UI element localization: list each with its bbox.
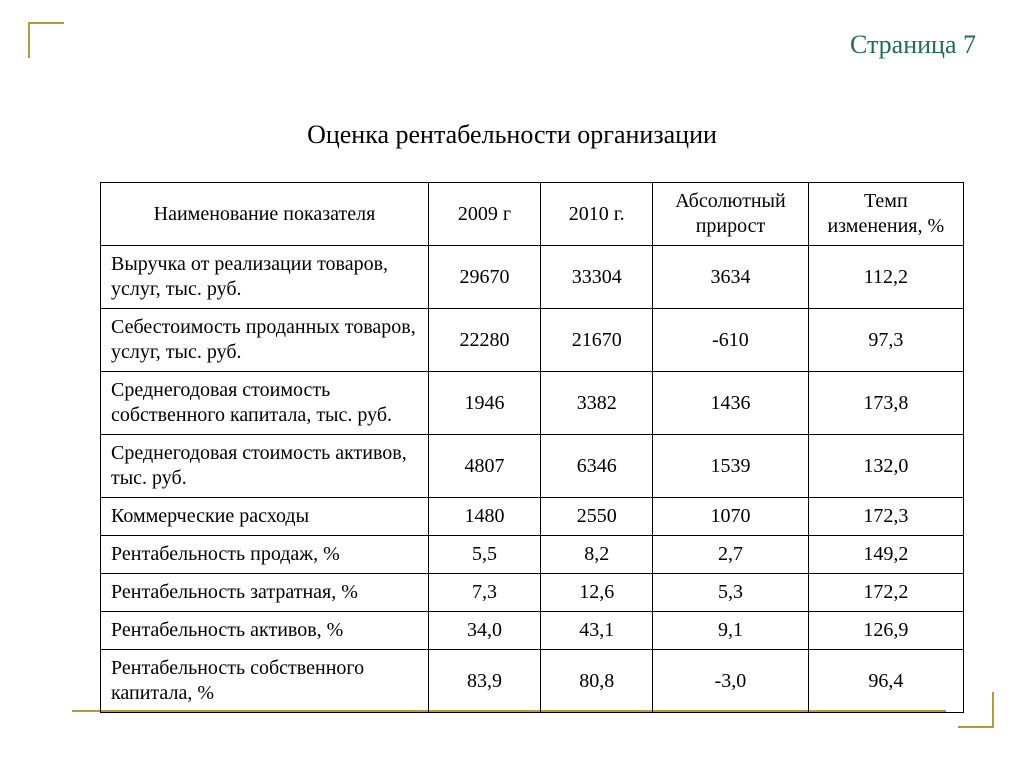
- cell-name: Рентабельность продаж, %: [101, 536, 429, 574]
- cell-rate: 97,3: [808, 309, 963, 372]
- cell-rate: 96,4: [808, 650, 963, 713]
- cell-2009: 83,9: [428, 650, 540, 713]
- table-row: Себестоимость проданных товаров, услуг, …: [101, 309, 964, 372]
- table-row: Рентабельность собственного капитала, % …: [101, 650, 964, 713]
- col-header-2009: 2009 г: [428, 183, 540, 246]
- cell-name: Среднегодовая стоимость активов, тыс. ру…: [101, 435, 429, 498]
- table-row: Коммерческие расходы 1480 2550 1070 172,…: [101, 498, 964, 536]
- col-header-2010: 2010 г.: [541, 183, 653, 246]
- cell-2010: 6346: [541, 435, 653, 498]
- page-number: Страница 7: [850, 30, 976, 60]
- cell-2009: 4807: [428, 435, 540, 498]
- cell-name: Себестоимость проданных товаров, услуг, …: [101, 309, 429, 372]
- cell-name: Коммерческие расходы: [101, 498, 429, 536]
- cell-2009: 22280: [428, 309, 540, 372]
- slide-title: Оценка рентабельности организации: [0, 120, 1024, 150]
- cell-abs: 1539: [653, 435, 808, 498]
- cell-name: Среднегодовая стоимость собственного кап…: [101, 372, 429, 435]
- cell-2009: 7,3: [428, 574, 540, 612]
- cell-2010: 8,2: [541, 536, 653, 574]
- cell-name: Рентабельность затратная, %: [101, 574, 429, 612]
- cell-rate: 172,2: [808, 574, 963, 612]
- table-row: Выручка от реализации товаров, услуг, ты…: [101, 246, 964, 309]
- cell-2009: 34,0: [428, 612, 540, 650]
- col-header-abs: Абсолютный прирост: [653, 183, 808, 246]
- table-row: Рентабельность продаж, % 5,5 8,2 2,7 149…: [101, 536, 964, 574]
- cell-2009: 1946: [428, 372, 540, 435]
- cell-2010: 33304: [541, 246, 653, 309]
- cell-2010: 21670: [541, 309, 653, 372]
- cell-abs: 5,3: [653, 574, 808, 612]
- table-row: Рентабельность активов, % 34,0 43,1 9,1 …: [101, 612, 964, 650]
- cell-rate: 126,9: [808, 612, 963, 650]
- profitability-table-container: Наименование показателя 2009 г 2010 г. А…: [100, 182, 964, 713]
- cell-abs: -610: [653, 309, 808, 372]
- cell-2009: 29670: [428, 246, 540, 309]
- cell-name: Рентабельность собственного капитала, %: [101, 650, 429, 713]
- table-row: Среднегодовая стоимость активов, тыс. ру…: [101, 435, 964, 498]
- cell-abs: 2,7: [653, 536, 808, 574]
- cell-abs: 3634: [653, 246, 808, 309]
- decorative-corner-top-left: [28, 22, 64, 58]
- cell-rate: 132,0: [808, 435, 963, 498]
- cell-abs: 9,1: [653, 612, 808, 650]
- cell-rate: 173,8: [808, 372, 963, 435]
- cell-abs: 1436: [653, 372, 808, 435]
- cell-abs: 1070: [653, 498, 808, 536]
- cell-name: Рентабельность активов, %: [101, 612, 429, 650]
- cell-2010: 2550: [541, 498, 653, 536]
- cell-2010: 80,8: [541, 650, 653, 713]
- slide: Страница 7 Оценка рентабельности организ…: [0, 0, 1024, 768]
- cell-rate: 149,2: [808, 536, 963, 574]
- cell-2009: 5,5: [428, 536, 540, 574]
- col-header-rate: Темп изменения, %: [808, 183, 963, 246]
- cell-2010: 43,1: [541, 612, 653, 650]
- table-header-row: Наименование показателя 2009 г 2010 г. А…: [101, 183, 964, 246]
- cell-name: Выручка от реализации товаров, услуг, ты…: [101, 246, 429, 309]
- cell-2010: 12,6: [541, 574, 653, 612]
- col-header-name: Наименование показателя: [101, 183, 429, 246]
- profitability-table: Наименование показателя 2009 г 2010 г. А…: [100, 182, 964, 713]
- cell-2009: 1480: [428, 498, 540, 536]
- cell-2010: 3382: [541, 372, 653, 435]
- cell-rate: 112,2: [808, 246, 963, 309]
- table-row: Среднегодовая стоимость собственного кап…: [101, 372, 964, 435]
- table-row: Рентабельность затратная, % 7,3 12,6 5,3…: [101, 574, 964, 612]
- cell-rate: 172,3: [808, 498, 963, 536]
- cell-abs: -3,0: [653, 650, 808, 713]
